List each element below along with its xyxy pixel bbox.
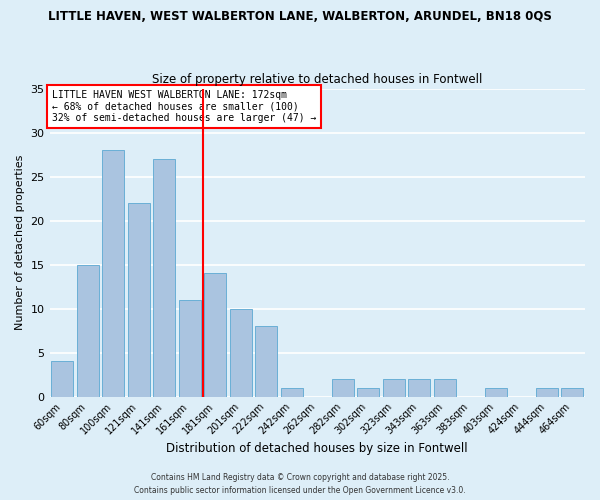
Y-axis label: Number of detached properties: Number of detached properties xyxy=(15,155,25,330)
Text: LITTLE HAVEN WEST WALBERTON LANE: 172sqm
← 68% of detached houses are smaller (1: LITTLE HAVEN WEST WALBERTON LANE: 172sqm… xyxy=(52,90,317,124)
Bar xyxy=(536,388,557,396)
Bar xyxy=(179,300,200,396)
Bar xyxy=(383,379,404,396)
Bar xyxy=(281,388,302,396)
Bar xyxy=(128,203,149,396)
Bar xyxy=(154,159,175,396)
Bar xyxy=(409,379,430,396)
Bar xyxy=(332,379,353,396)
Bar xyxy=(205,274,226,396)
Text: Contains HM Land Registry data © Crown copyright and database right 2025.
Contai: Contains HM Land Registry data © Crown c… xyxy=(134,474,466,495)
X-axis label: Distribution of detached houses by size in Fontwell: Distribution of detached houses by size … xyxy=(166,442,468,455)
Bar xyxy=(562,388,583,396)
Bar xyxy=(103,150,124,396)
Title: Size of property relative to detached houses in Fontwell: Size of property relative to detached ho… xyxy=(152,73,482,86)
Bar xyxy=(485,388,506,396)
Bar xyxy=(230,308,251,396)
Text: LITTLE HAVEN, WEST WALBERTON LANE, WALBERTON, ARUNDEL, BN18 0QS: LITTLE HAVEN, WEST WALBERTON LANE, WALBE… xyxy=(48,10,552,23)
Bar xyxy=(256,326,277,396)
Bar xyxy=(52,362,73,396)
Bar xyxy=(77,264,98,396)
Bar xyxy=(434,379,455,396)
Bar xyxy=(358,388,379,396)
